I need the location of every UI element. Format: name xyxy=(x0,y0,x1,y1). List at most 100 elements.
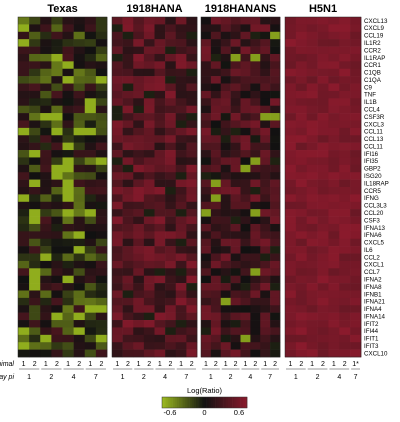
heatmap-cell xyxy=(328,113,340,121)
heatmap-cell xyxy=(133,31,145,40)
day-label: 7 xyxy=(184,374,188,381)
heatmap-cell xyxy=(250,120,261,129)
heatmap-cell xyxy=(84,290,97,299)
heatmap-cell xyxy=(62,76,74,84)
heatmap-cell xyxy=(285,39,297,47)
heatmap-cell xyxy=(84,150,97,158)
heatmap-cell xyxy=(73,90,86,99)
colorbar-swatch xyxy=(242,397,246,408)
heatmap-cell xyxy=(143,142,155,151)
heatmap-cell xyxy=(73,238,86,247)
heatmap-cell xyxy=(18,268,30,276)
heatmap-cell xyxy=(230,305,241,313)
heatmap-cell xyxy=(328,305,340,313)
heatmap-cell xyxy=(51,17,63,25)
heatmap-cell xyxy=(165,157,177,166)
heatmap-cell xyxy=(317,327,329,336)
heatmap-cell xyxy=(285,283,297,291)
heatmap-cell xyxy=(175,46,187,55)
heatmap-cell xyxy=(230,320,241,328)
heatmap-cell xyxy=(295,268,308,276)
heatmap-cell xyxy=(250,157,261,166)
heatmap-cell xyxy=(339,76,351,84)
heatmap-cell xyxy=(240,187,251,195)
heatmap-cell xyxy=(112,150,123,158)
heatmap-cell xyxy=(328,327,340,336)
heatmap-cell xyxy=(230,127,241,136)
heatmap-cell xyxy=(51,157,63,166)
heatmap-cell xyxy=(29,253,41,262)
heatmap-cell xyxy=(175,334,187,343)
heatmap-cell xyxy=(339,305,351,313)
heatmap-cell xyxy=(230,349,241,358)
animal-label: 2 xyxy=(147,361,151,368)
heatmap-cell xyxy=(306,223,318,232)
heatmap-cell xyxy=(143,268,155,276)
heatmap-cell xyxy=(339,157,351,166)
heatmap-cell xyxy=(350,297,362,306)
heatmap-cell xyxy=(51,142,63,151)
colorbar-swatch xyxy=(232,397,235,408)
heatmap-cell xyxy=(201,61,212,70)
heatmap-cell xyxy=(133,17,145,25)
heatmap-cell xyxy=(51,105,63,114)
day-label: 2 xyxy=(49,374,53,381)
heatmap-cell xyxy=(51,76,63,84)
heatmap-cell xyxy=(339,105,351,114)
heatmap-cell xyxy=(240,209,251,217)
gene-label: CCR5 xyxy=(364,188,381,195)
heatmap-cell xyxy=(122,53,134,62)
panel-frame-0 xyxy=(17,16,108,358)
heatmap-cell xyxy=(339,312,351,321)
heatmap-cell xyxy=(339,61,351,70)
heatmap-cell xyxy=(210,120,222,129)
heatmap-cell xyxy=(295,39,308,47)
heatmap-cell xyxy=(250,127,261,136)
heatmap-cell xyxy=(112,327,123,336)
heatmap-cell xyxy=(260,157,271,166)
heatmap-cell xyxy=(260,76,271,84)
heatmap-cell xyxy=(186,83,198,92)
heatmap-cell xyxy=(285,150,297,158)
heatmap-cell xyxy=(295,260,308,269)
heatmap-cell xyxy=(95,76,108,84)
heatmap-cell xyxy=(328,83,340,92)
heatmap-cell xyxy=(240,24,251,33)
gene-label: CXCL5 xyxy=(364,240,385,247)
heatmap-cell xyxy=(186,120,198,129)
colorbar-swatch xyxy=(244,397,248,408)
heatmap-cell xyxy=(260,39,271,47)
heatmap-cell xyxy=(112,46,123,55)
heatmap-cell xyxy=(95,260,108,269)
heatmap-cell xyxy=(40,68,52,77)
day-label: 4 xyxy=(72,374,76,381)
heatmap-cell xyxy=(84,46,97,55)
heatmap-cell xyxy=(143,76,155,84)
heatmap-cell xyxy=(317,246,329,254)
heatmap-cell xyxy=(95,164,108,173)
heatmap-cell xyxy=(62,39,74,47)
heatmap-cell xyxy=(51,268,63,276)
heatmap-cell xyxy=(260,253,271,262)
heatmap-cell xyxy=(29,39,41,47)
heatmap-cell xyxy=(250,297,261,306)
heatmap-cell xyxy=(339,120,351,129)
heatmap-cell xyxy=(201,334,212,343)
heatmap-cell xyxy=(40,334,52,343)
colorbar-swatch xyxy=(217,397,220,408)
heatmap-cell xyxy=(186,253,198,262)
heatmap-cell xyxy=(260,61,271,70)
heatmap-cell xyxy=(40,150,52,158)
heatmap-cell xyxy=(175,76,187,84)
heatmap-cell xyxy=(95,120,108,129)
heatmap-cell xyxy=(154,120,166,129)
heatmap-cell xyxy=(201,268,212,276)
heatmap-cell xyxy=(40,164,52,173)
heatmap-cell xyxy=(165,290,177,299)
heatmap-cell xyxy=(84,135,97,143)
heatmap-cell xyxy=(350,187,362,195)
heatmap-cell xyxy=(285,268,297,276)
heatmap-cell xyxy=(350,253,362,262)
heatmap-cell xyxy=(317,61,329,70)
day-label: 4 xyxy=(337,374,341,381)
